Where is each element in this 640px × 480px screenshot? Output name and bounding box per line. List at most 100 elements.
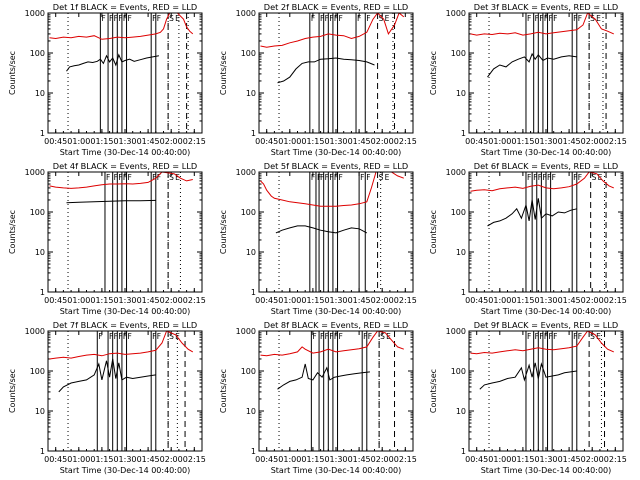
y-axis-label: Counts/sec xyxy=(8,210,17,254)
x-tick-label: 02:00 xyxy=(581,296,604,305)
marker-label: F xyxy=(123,173,127,182)
y-axis-label: Counts/sec xyxy=(429,51,438,95)
marker-label: F xyxy=(368,332,372,341)
marker-label: S xyxy=(379,173,384,182)
marker-label: F xyxy=(535,14,539,23)
y-axis-label: Counts/sec xyxy=(219,210,228,254)
y-tick-label: 100 xyxy=(451,208,466,217)
y-axis-label: Counts/sec xyxy=(219,369,228,413)
panel-title: Det 9f BLACK = Events, RED = LLD xyxy=(474,320,618,330)
x-tick-label: 01:30 xyxy=(113,455,136,464)
events-rate-line xyxy=(66,199,156,204)
y-axis-label: Counts/sec xyxy=(429,210,438,254)
y-tick-label: 1000 xyxy=(25,168,45,177)
x-tick-label: 02:15 xyxy=(604,455,627,464)
panel-title: Det 8f BLACK = Events, RED = LLD xyxy=(264,320,408,330)
marker-label: F xyxy=(152,332,156,341)
marker-label: F xyxy=(366,173,370,182)
x-tick-label: 02:00 xyxy=(581,455,604,464)
detector-panel-7: Det 7f BLACK = Events, RED = LLD Start Ti… xyxy=(8,320,206,475)
panel-title: Det 7f BLACK = Events, RED = LLD xyxy=(53,320,197,330)
y-axis-label: Counts/sec xyxy=(219,51,228,95)
y-axis-label: Counts/sec xyxy=(8,369,17,413)
y-tick-label: 1 xyxy=(461,129,466,138)
detector-panel-3: Det 3f BLACK = Events, RED = LLD Start Ti… xyxy=(429,2,627,157)
y-tick-label: 1000 xyxy=(236,9,256,18)
events-rate-line xyxy=(277,363,370,390)
x-tick-label: 02:00 xyxy=(160,296,183,305)
x-tick-label: 02:15 xyxy=(604,296,627,305)
x-tick-label: 00:45 xyxy=(465,455,488,464)
x-tick-label: 02:00 xyxy=(371,137,394,146)
x-tick-label: 01:45 xyxy=(348,137,371,146)
events-rate-line xyxy=(58,358,156,393)
marker-label: F xyxy=(339,173,343,182)
marker-label: F xyxy=(535,332,539,341)
marker-label: F xyxy=(157,332,161,341)
x-tick-label: 01:15 xyxy=(301,137,324,146)
marker-label: F xyxy=(118,14,122,23)
x-axis-label: Start Time (30-Dec-14 00:40:00) xyxy=(481,148,612,157)
marker-label: F xyxy=(101,14,105,23)
axes-frame xyxy=(468,12,624,134)
events-rate-line xyxy=(487,198,577,227)
lld-rate-line xyxy=(470,331,614,355)
marker-label: F xyxy=(128,173,132,182)
marker-label: F xyxy=(549,332,553,341)
x-tick-label: 02:15 xyxy=(183,296,206,305)
x-axis-label: Start Time (30-Dec-14 00:40:00) xyxy=(481,466,612,475)
x-tick-label: 01:45 xyxy=(558,455,581,464)
marker-label: F xyxy=(114,332,118,341)
marker-label: S xyxy=(169,173,174,182)
marker-label: F xyxy=(527,14,531,23)
panel-title: Det 4f BLACK = Events, RED = LLD xyxy=(53,161,197,171)
marker-label: F xyxy=(106,173,110,182)
x-tick-label: 02:00 xyxy=(581,137,604,146)
marker-label: E xyxy=(175,173,180,182)
marker-label: F xyxy=(317,173,321,182)
x-tick-label: 02:00 xyxy=(160,455,183,464)
marker-label: F xyxy=(544,332,548,341)
marker-label: F xyxy=(357,14,361,23)
marker-label: F xyxy=(360,173,364,182)
marker-label: S xyxy=(590,332,595,341)
marker-label: S xyxy=(169,14,174,23)
marker-label: F xyxy=(128,332,132,341)
x-tick-label: 01:45 xyxy=(137,137,160,146)
events-rate-line xyxy=(275,225,368,234)
x-axis-label: Start Time (30-Dec-14 00:40:00) xyxy=(271,307,402,316)
x-tick-label: 01:45 xyxy=(558,137,581,146)
x-tick-label: 00:45 xyxy=(465,296,488,305)
detector-panel-2: Det 2f BLACK = Events, RED = LLD Start Ti… xyxy=(219,2,417,157)
events-rate-line xyxy=(487,52,577,78)
x-tick-label: 02:15 xyxy=(183,137,206,146)
x-tick-label: 01:00 xyxy=(488,296,511,305)
y-tick-label: 1 xyxy=(40,447,45,456)
marker-label: F xyxy=(334,332,338,341)
marker-label: F xyxy=(538,173,542,182)
axes-frame xyxy=(47,330,203,452)
x-tick-label: 01:45 xyxy=(348,455,371,464)
marker-label: F xyxy=(325,332,329,341)
detector-panel-9: Det 9f BLACK = Events, RED = LLD Start Ti… xyxy=(429,320,627,475)
y-tick-label: 100 xyxy=(30,49,45,58)
x-tick-label: 01:30 xyxy=(324,455,347,464)
marker-label: F xyxy=(578,173,582,182)
panel-title: Det 3f BLACK = Events, RED = LLD xyxy=(474,2,618,12)
marker-label: S xyxy=(379,14,384,23)
marker-label: F xyxy=(334,14,338,23)
x-tick-label: 01:00 xyxy=(488,137,511,146)
marker-label: F xyxy=(363,332,367,341)
marker-label: F xyxy=(152,14,156,23)
detector-panel-4: Det 4f BLACK = Events, RED = LLD Start Ti… xyxy=(8,161,206,316)
x-tick-label: 01:15 xyxy=(511,137,534,146)
marker-label: E xyxy=(596,14,601,23)
axes-frame xyxy=(47,171,203,293)
marker-label: F xyxy=(539,332,543,341)
marker-label: E xyxy=(385,173,390,182)
marker-label: F xyxy=(539,14,543,23)
x-tick-label: 01:45 xyxy=(137,455,160,464)
marker-label: F xyxy=(114,173,118,182)
x-axis-label: Start Time (30-Dec-14 00:40:00) xyxy=(60,466,191,475)
marker-label: F xyxy=(123,14,127,23)
